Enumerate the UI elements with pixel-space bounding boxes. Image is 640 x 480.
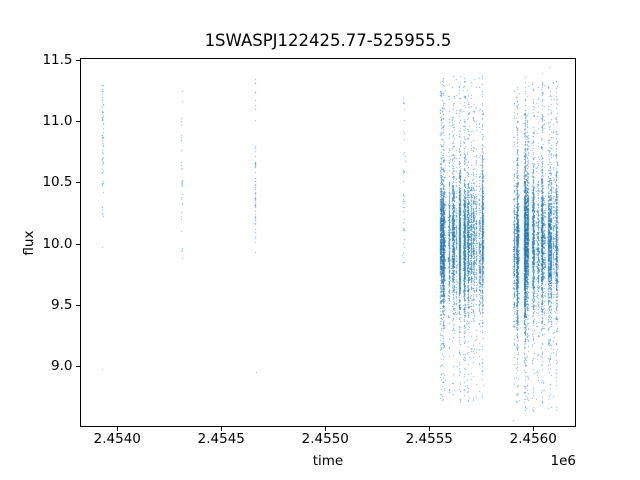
x-tick-label: 2.4555 [405,430,453,447]
x-tick-label: 2.4550 [301,430,349,447]
y-tick-label: 9.5 [51,296,73,313]
y-tick-label: 11.5 [42,51,73,68]
plot-title: 1SWASPJ122425.77-525955.5 [204,31,452,50]
x-tick-mark [117,427,119,431]
y-tick-mark [76,59,80,61]
x-tick-mark [325,427,327,431]
x-tick-label: 2.4560 [509,430,557,447]
x-tick-label: 2.4540 [93,430,141,447]
y-tick-mark [76,366,80,368]
y-tick-mark [76,182,80,184]
x-tick-mark [533,427,535,431]
y-tick-label: 9.0 [51,358,73,375]
y-tick-label: 10.0 [42,235,73,252]
y-tick-mark [76,120,80,122]
y-tick-label: 10.5 [42,174,73,191]
x-tick-mark [221,427,223,431]
x-tick-label: 2.4545 [197,430,245,447]
x-axis-label: time [312,453,344,469]
y-tick-label: 11.0 [42,112,73,129]
y-tick-mark [76,304,80,306]
x-tick-mark [429,427,431,431]
x-offset-label: 1e6 [550,453,576,469]
scatter-points-canvas [80,57,576,427]
y-tick-mark [76,243,80,245]
